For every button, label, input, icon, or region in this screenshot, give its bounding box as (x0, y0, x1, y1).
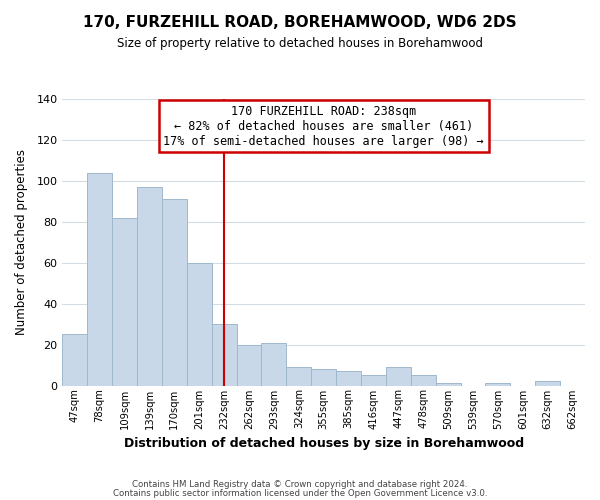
Bar (62, 334, 87, 386)
Bar (436, 384, 461, 386)
Text: Size of property relative to detached houses in Borehamwood: Size of property relative to detached ho… (117, 38, 483, 51)
X-axis label: Distribution of detached houses by size in Borehamwood: Distribution of detached houses by size … (124, 437, 524, 450)
Bar (411, 376, 436, 386)
Bar (485, 384, 511, 386)
Bar (361, 376, 386, 386)
Text: 170 FURZEHILL ROAD: 238sqm
← 82% of detached houses are smaller (461)
17% of sem: 170 FURZEHILL ROAD: 238sqm ← 82% of deta… (163, 104, 484, 148)
Bar (535, 382, 560, 386)
Bar (212, 324, 236, 386)
Text: Contains HM Land Registry data © Crown copyright and database right 2024.: Contains HM Land Registry data © Crown c… (132, 480, 468, 489)
Bar (336, 371, 361, 386)
Bar (311, 369, 336, 386)
Bar (112, 218, 137, 386)
Bar (187, 262, 212, 386)
Text: Contains public sector information licensed under the Open Government Licence v3: Contains public sector information licen… (113, 488, 487, 498)
Bar (162, 200, 187, 386)
Text: 170, FURZEHILL ROAD, BOREHAMWOOD, WD6 2DS: 170, FURZEHILL ROAD, BOREHAMWOOD, WD6 2D… (83, 15, 517, 30)
Bar (386, 367, 411, 386)
Bar (137, 187, 162, 386)
Bar (87, 172, 112, 386)
Bar (236, 344, 262, 386)
Y-axis label: Number of detached properties: Number of detached properties (15, 150, 28, 336)
Bar (262, 342, 286, 386)
Bar (286, 367, 311, 386)
